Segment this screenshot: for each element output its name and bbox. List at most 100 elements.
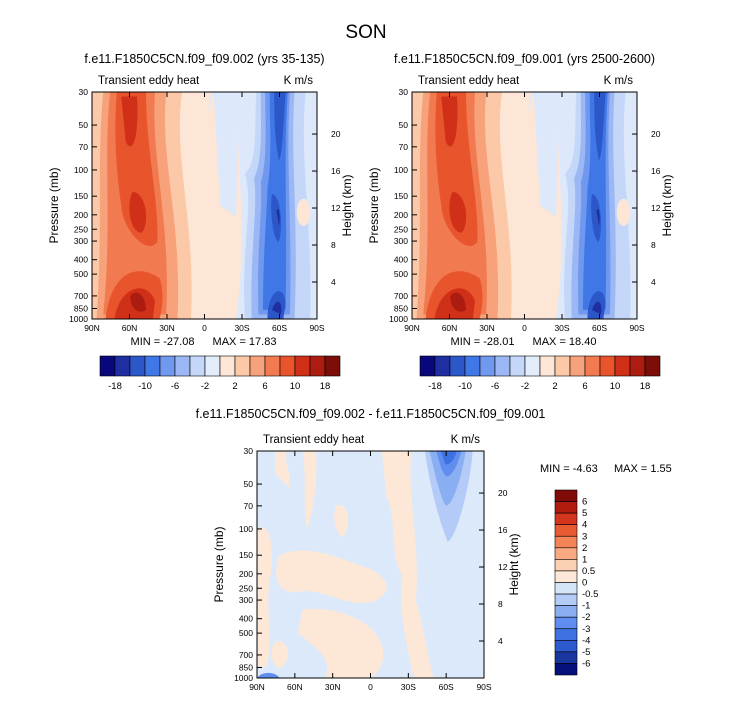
y-right-tick-label: 16 bbox=[651, 166, 661, 176]
x-tick-label: 0 bbox=[522, 323, 527, 333]
colorbar-tick-label: -18 bbox=[428, 381, 442, 392]
colorbar-swatch bbox=[419, 355, 436, 377]
field-positive-pocket bbox=[296, 198, 311, 226]
y-tick-label: 200 bbox=[74, 210, 88, 220]
field-nh-positive-6 bbox=[121, 96, 138, 147]
subtitle-left: Transient eddy heat bbox=[263, 434, 365, 446]
colorbar-tick-label: 5 bbox=[582, 508, 587, 519]
y-right-tick-label: 4 bbox=[331, 277, 336, 287]
colorbar-swatch bbox=[114, 355, 131, 377]
y-right-tick-label: 8 bbox=[651, 240, 656, 250]
colorbar-swatch bbox=[554, 593, 578, 606]
colorbar-swatch bbox=[189, 355, 206, 377]
y-right-tick-label: 20 bbox=[651, 129, 661, 139]
x-tick-label: 60S bbox=[592, 323, 607, 333]
y-axis-label: Pressure (mb) bbox=[367, 167, 381, 243]
y-axis-label: Pressure (mb) bbox=[47, 167, 61, 243]
y-tick-label: 50 bbox=[399, 120, 409, 130]
colorbar-swatch bbox=[324, 355, 341, 377]
colorbar-swatch bbox=[264, 355, 281, 377]
colorbar-swatch bbox=[554, 582, 578, 595]
field-positive-5 bbox=[297, 608, 384, 678]
y-tick-label: 400 bbox=[394, 255, 408, 265]
y-tick-label: 500 bbox=[74, 269, 88, 279]
panel-2: f.e11.F1850C5CN.f09_f09.001 (yrs 2500-26… bbox=[367, 52, 674, 348]
x-tick-label: 30S bbox=[234, 323, 249, 333]
colorbar-tick-label: -1 bbox=[582, 601, 590, 612]
colorbar-swatch bbox=[234, 355, 251, 377]
y-tick-label: 200 bbox=[239, 569, 253, 579]
x-tick-label: 30S bbox=[554, 323, 569, 333]
y-right-tick-label: 12 bbox=[498, 562, 508, 572]
y-right-tick-label: 20 bbox=[498, 488, 508, 498]
x-tick-label: 30N bbox=[325, 682, 341, 692]
colorbar-swatch bbox=[554, 628, 578, 641]
y-tick-label: 500 bbox=[239, 628, 253, 638]
y-tick-label: 100 bbox=[394, 165, 408, 175]
colorbar-swatch bbox=[554, 501, 578, 514]
colorbar-swatch bbox=[449, 355, 466, 377]
colorbar-swatch bbox=[479, 355, 496, 377]
colorbar-swatch bbox=[434, 355, 451, 377]
field-negative-gap bbox=[533, 92, 561, 217]
colorbar-tick-label: -18 bbox=[108, 381, 122, 392]
colorbar-swatch bbox=[509, 355, 526, 377]
y-tick-label: 700 bbox=[394, 291, 408, 301]
field-positive-2 bbox=[381, 451, 435, 678]
max-label: MAX = 18.40 bbox=[533, 336, 597, 348]
subtitle-left: Transient eddy heat bbox=[98, 75, 200, 87]
x-tick-label: 60S bbox=[272, 323, 287, 333]
colorbar-swatch bbox=[159, 355, 176, 377]
colorbar-swatch bbox=[524, 355, 541, 377]
field-negative-4 bbox=[257, 672, 280, 678]
subtitle-right: K m/s bbox=[604, 75, 634, 87]
x-tick-label: 0 bbox=[368, 682, 373, 692]
panel-title: f.e11.F1850C5CN.f09_f09.002 - f.e11.F185… bbox=[196, 407, 546, 421]
colorbar-tick-label: -10 bbox=[458, 381, 472, 392]
field-positive-4 bbox=[276, 550, 387, 603]
colorbar-swatch bbox=[554, 524, 578, 537]
panel-title: f.e11.F1850C5CN.f09_f09.002 (yrs 35-135) bbox=[84, 52, 324, 66]
colorbar-tick-label: 0.5 bbox=[582, 566, 595, 577]
y-tick-label: 100 bbox=[239, 524, 253, 534]
field-positive-6 bbox=[271, 641, 288, 669]
colorbar-swatch bbox=[614, 355, 631, 377]
field-sh-negative-7 bbox=[596, 209, 600, 226]
y-tick-label: 850 bbox=[394, 303, 408, 313]
colorbar-swatch bbox=[554, 651, 578, 664]
field-sh-negative-4 bbox=[594, 92, 606, 161]
y-right-tick-label: 16 bbox=[331, 166, 341, 176]
colorbar-swatch bbox=[569, 355, 586, 377]
field-sh-negative-8 bbox=[272, 301, 282, 315]
colorbar-swatch bbox=[99, 355, 116, 377]
colorbar-tick-label: 2 bbox=[582, 543, 587, 554]
x-tick-label: 60N bbox=[122, 323, 138, 333]
colorbar-1: -18 -10 -6 -2 2 6 10 18 bbox=[99, 355, 341, 392]
field-sh-negative-5 bbox=[591, 194, 601, 242]
y-tick-label: 150 bbox=[394, 191, 408, 201]
y-tick-label: 150 bbox=[74, 191, 88, 201]
panel-title: f.e11.F1850C5CN.f09_f09.001 (yrs 2500-26… bbox=[394, 52, 655, 66]
colorbar-swatch bbox=[494, 355, 511, 377]
colorbar-swatch bbox=[204, 355, 221, 377]
y-axis-label: Pressure (mb) bbox=[212, 526, 226, 602]
y-tick-label: 850 bbox=[239, 662, 253, 672]
field-positive-3 bbox=[257, 527, 272, 667]
colorbar-swatch bbox=[279, 355, 296, 377]
colorbar-tick-label: -4 bbox=[582, 635, 590, 646]
field-negative-3 bbox=[440, 451, 457, 465]
colorbar-tick-label: 3 bbox=[582, 531, 587, 542]
colorbar-tick-label: 18 bbox=[320, 381, 331, 392]
field bbox=[412, 92, 637, 319]
figure-title: SON bbox=[345, 22, 386, 43]
field-positive-pocket bbox=[616, 198, 631, 226]
colorbar-swatch bbox=[554, 512, 578, 525]
y-tick-label: 700 bbox=[239, 650, 253, 660]
y-tick-label: 500 bbox=[394, 269, 408, 279]
max-label: MAX = 1.55 bbox=[614, 463, 672, 475]
colorbar-swatch bbox=[294, 355, 311, 377]
y-tick-label: 70 bbox=[399, 142, 409, 152]
colorbar-tick-label: 6 bbox=[582, 381, 587, 392]
